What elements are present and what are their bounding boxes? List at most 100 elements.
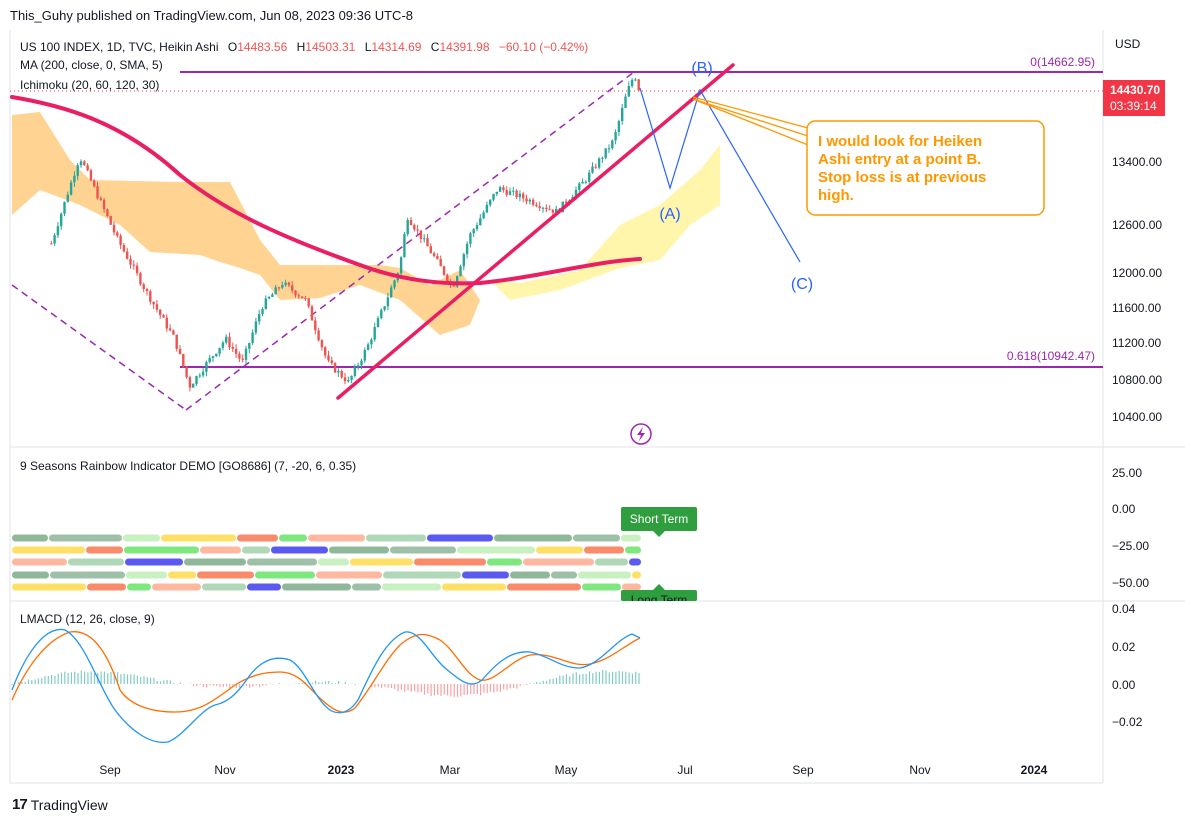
candle-body-140 bbox=[512, 190, 515, 192]
candle-body-174 bbox=[624, 96, 627, 108]
price-axis[interactable]: USD 13400.00 12600.00 12000.00 11600.00 … bbox=[1112, 37, 1162, 424]
main-legend: US 100 INDEX, 1D, TVC, Heikin Ashi O1448… bbox=[20, 40, 588, 92]
candle-body-4 bbox=[63, 201, 66, 214]
svg-text:Nov: Nov bbox=[909, 763, 930, 777]
wave-label-a: (A) bbox=[659, 206, 680, 223]
legend-high: 14503.31 bbox=[305, 40, 355, 54]
candle-body-178 bbox=[637, 79, 640, 91]
candle-body-138 bbox=[505, 190, 508, 195]
candle-body-92 bbox=[353, 367, 357, 376]
candle-body-31 bbox=[152, 301, 155, 305]
candle-body-137 bbox=[502, 187, 505, 191]
price-tick-11600: 11600.00 bbox=[1112, 301, 1161, 315]
parallel-channel[interactable] bbox=[11, 71, 635, 411]
rainbow-bands bbox=[12, 534, 641, 591]
candle-body-94 bbox=[360, 360, 363, 366]
candle-body-49 bbox=[211, 356, 215, 358]
svg-text:US 100 INDEX, 1D, TVC, Heikin: US 100 INDEX, 1D, TVC, Heikin Ashi O1448… bbox=[20, 40, 588, 54]
candle-body-135 bbox=[495, 191, 499, 194]
current-price-value: 14430.70 bbox=[1110, 83, 1160, 97]
candle-body-62 bbox=[254, 321, 258, 333]
candle-body-61 bbox=[251, 332, 254, 344]
candle-body-164 bbox=[591, 166, 594, 173]
candle-body-162 bbox=[584, 181, 588, 183]
candle-body-70 bbox=[281, 285, 284, 288]
candle-body-97 bbox=[370, 339, 373, 345]
fib-level-0-label: 0(14662.95) bbox=[1030, 55, 1095, 69]
rainbow-segment bbox=[414, 558, 486, 566]
candle-body-21 bbox=[119, 235, 122, 246]
rainbow-segment bbox=[352, 583, 381, 591]
candle-body-55 bbox=[231, 346, 235, 349]
published-caption: This_Guhy published on TradingView.com, … bbox=[10, 8, 413, 23]
rainbow-segment bbox=[316, 571, 382, 579]
candle-body-45 bbox=[198, 375, 202, 377]
candle-body-88 bbox=[340, 370, 343, 378]
annotation-callout[interactable]: I would look for Heiken Ashi entry at a p… bbox=[692, 96, 1045, 216]
candle-body-106 bbox=[399, 257, 403, 274]
candle-body-30 bbox=[149, 291, 152, 302]
lmacd-histogram bbox=[11, 669, 640, 697]
tradingview-logo-icon: 17 bbox=[12, 796, 28, 813]
candle-body-8 bbox=[76, 165, 79, 176]
wave-projection-path[interactable] bbox=[639, 87, 801, 263]
candle-body-78 bbox=[307, 298, 310, 307]
candle-body-0 bbox=[50, 243, 53, 245]
candle-body-24 bbox=[129, 258, 132, 265]
rainbow-segment bbox=[390, 546, 456, 554]
candle-body-118 bbox=[439, 258, 442, 267]
svg-text:Mar: Mar bbox=[440, 763, 461, 777]
ichimoku-cloud bbox=[12, 112, 720, 335]
ichimoku-bearish-cloud bbox=[12, 112, 480, 335]
candle-body-63 bbox=[258, 313, 261, 322]
candle-body-91 bbox=[350, 375, 353, 380]
candle-body-142 bbox=[518, 193, 522, 198]
rainbow-segment bbox=[184, 558, 246, 566]
rainbow-segment bbox=[168, 571, 196, 579]
long-term-badge: Long Term bbox=[621, 584, 697, 607]
svg-text:Long Term: Long Term bbox=[631, 593, 687, 607]
candle-body-130 bbox=[479, 218, 482, 226]
lightning-icon[interactable] bbox=[630, 423, 652, 445]
candle-body-133 bbox=[489, 199, 492, 205]
candle-body-68 bbox=[274, 287, 277, 295]
candle-body-69 bbox=[277, 287, 281, 289]
time-axis[interactable]: Sep Nov 2023 Mar May Jul Sep Nov 2024 bbox=[99, 763, 1047, 777]
rainbow-segment bbox=[551, 571, 577, 579]
candle-body-112 bbox=[419, 230, 423, 240]
candle-body-15 bbox=[99, 198, 103, 200]
candle-body-33 bbox=[159, 309, 162, 316]
candle-body-134 bbox=[492, 193, 495, 200]
rainbow-segment bbox=[382, 583, 441, 591]
candle-body-165 bbox=[594, 166, 598, 168]
candle-body-169 bbox=[607, 148, 611, 150]
ma-200-line[interactable] bbox=[10, 95, 642, 286]
rainbow-segment bbox=[573, 534, 620, 542]
candle-body-58 bbox=[241, 358, 244, 360]
svg-text:0.00: 0.00 bbox=[1112, 678, 1136, 692]
legend-open: 14483.56 bbox=[237, 40, 287, 54]
candle-body-81 bbox=[317, 330, 320, 341]
legend-low: 14314.69 bbox=[371, 40, 421, 54]
candle-body-18 bbox=[109, 216, 112, 225]
rainbow-segment bbox=[200, 546, 241, 554]
rainbow-segment bbox=[126, 571, 167, 579]
candle-body-110 bbox=[413, 225, 416, 230]
rainbow-segment bbox=[124, 546, 199, 554]
candle-body-128 bbox=[472, 229, 475, 234]
svg-text:0.00: 0.00 bbox=[1112, 502, 1136, 516]
svg-text:−25.00: −25.00 bbox=[1112, 539, 1149, 553]
candle-body-50 bbox=[215, 353, 218, 357]
rainbow-segment bbox=[318, 558, 349, 566]
candle-body-37 bbox=[172, 330, 175, 335]
svg-text:25.00: 25.00 bbox=[1112, 466, 1142, 480]
candle-body-2 bbox=[56, 226, 60, 236]
candle-body-141 bbox=[515, 190, 518, 198]
trend-line[interactable] bbox=[336, 63, 735, 400]
candle-body-168 bbox=[604, 148, 607, 158]
candle-body-74 bbox=[294, 290, 297, 296]
pane-frame bbox=[9, 30, 1185, 784]
candle-body-19 bbox=[112, 224, 116, 233]
candle-body-104 bbox=[393, 280, 396, 288]
